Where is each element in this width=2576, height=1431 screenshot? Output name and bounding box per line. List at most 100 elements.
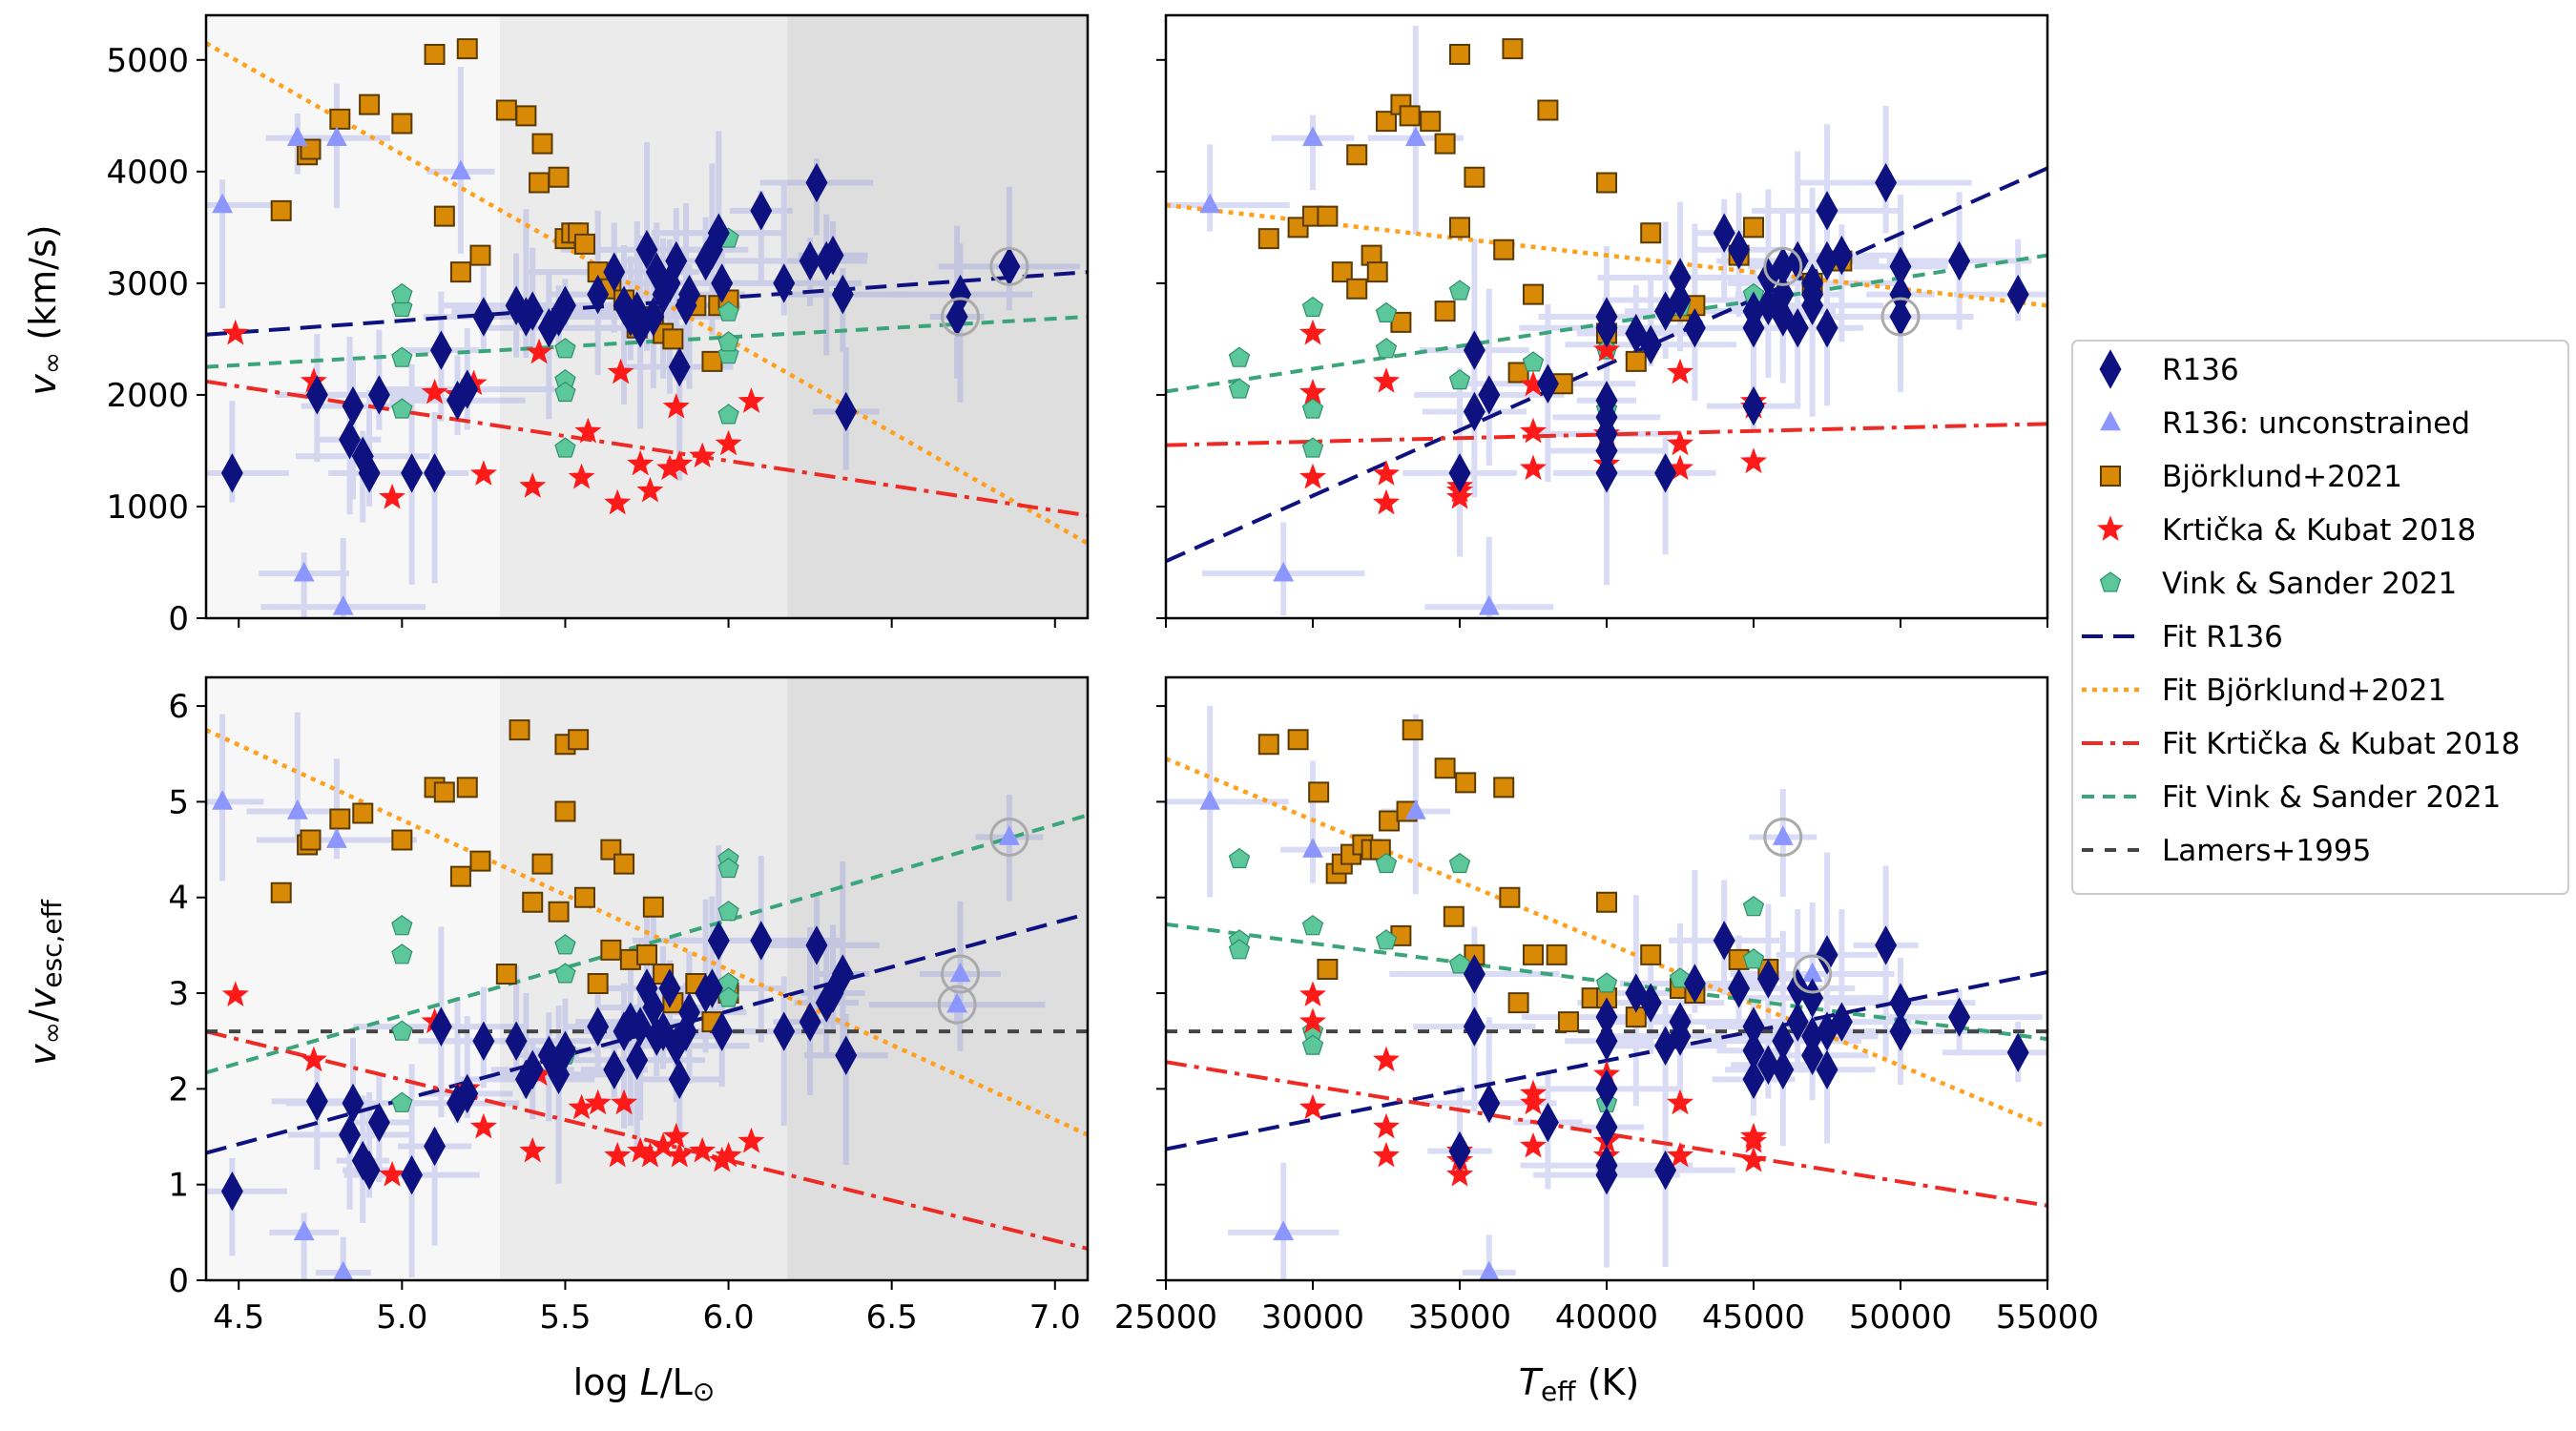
- data-point-r136: [1889, 1011, 1912, 1051]
- data-point-krti-ka-kubat-2018: [469, 460, 497, 486]
- data-point-r136: [668, 1059, 691, 1100]
- data-point-bj-rklund-2021: [1523, 283, 1544, 305]
- data-point-r136-unconstrained: [325, 828, 347, 848]
- data-point-r136: [1742, 385, 1765, 426]
- data-point-krti-ka-kubat-2018: [1519, 1131, 1548, 1158]
- data-point-r136: [1756, 1045, 1779, 1086]
- data-point-r136: [1786, 240, 1809, 281]
- data-point-bj-rklund-2021: [587, 973, 609, 995]
- data-point-r136: [658, 968, 681, 1008]
- data-point-r136: [587, 274, 610, 315]
- data-point-krti-ka-kubat-2018: [1298, 463, 1327, 489]
- data-point-vink-sander-2021: [1448, 280, 1471, 301]
- data-point-vink-sander-2021: [554, 437, 576, 458]
- x-tick-label: 45000: [1702, 1298, 1805, 1337]
- data-point-bj-rklund-2021: [1308, 781, 1330, 803]
- legend-box: [2071, 340, 2569, 895]
- legend: R136 R136: unconstrained Björklund+2021 Krt…: [2071, 340, 2569, 895]
- data-point-krti-ka-kubat-2018: [689, 1136, 717, 1163]
- data-point-r136: [401, 1154, 424, 1195]
- data-point-bj-rklund-2021: [1743, 217, 1764, 238]
- data-point-r136: [472, 1021, 495, 1061]
- data-point-bj-rklund-2021: [391, 829, 413, 851]
- data-point-bj-rklund-2021: [495, 963, 517, 985]
- data-point-bj-rklund-2021: [433, 205, 455, 227]
- data-point-r136: [220, 1171, 243, 1212]
- data-point-r136: [587, 1006, 610, 1047]
- data-point-r136: [831, 954, 854, 994]
- data-point-r136: [1595, 381, 1618, 421]
- data-point-r136: [1595, 297, 1618, 337]
- data-point-r136: [342, 1083, 364, 1124]
- data-point-krti-ka-kubat-2018: [1666, 1141, 1694, 1168]
- data-point-vink-sander-2021: [1301, 915, 1324, 936]
- data-point-r136: [456, 1073, 479, 1114]
- data-point-r136: [1478, 375, 1501, 415]
- data-point-krti-ka-kubat-2018: [604, 488, 632, 515]
- data-point-r136: [1669, 1016, 1692, 1056]
- data-point-r136: [1478, 1083, 1501, 1124]
- data-point-krti-ka-kubat-2018: [737, 387, 765, 413]
- data-point-r136-unconstrained: [1772, 825, 1794, 845]
- axes-frame: [204, 675, 1090, 1282]
- data-point-r136-unconstrained: [212, 790, 234, 810]
- data-point-krti-ka-kubat-2018: [1519, 1089, 1548, 1115]
- data-point-r136: [472, 297, 495, 337]
- data-point-bj-rklund-2021: [1287, 729, 1309, 751]
- fit-line-fit-r136: [206, 270, 1088, 337]
- data-point-r136: [821, 235, 844, 276]
- bottom-ylabel: v∞/vesc,eff: [22, 899, 68, 1065]
- data-point-r136: [553, 285, 576, 326]
- data-point-r136: [358, 453, 381, 493]
- data-point-r136-unconstrained: [1404, 126, 1426, 147]
- data-point-bj-rklund-2021: [600, 939, 622, 961]
- data-point-krti-ka-kubat-2018: [469, 1112, 497, 1139]
- data-point-bj-rklund-2021: [1443, 905, 1465, 927]
- data-point-bj-rklund-2021: [1537, 99, 1559, 121]
- circled-point: [989, 246, 1029, 286]
- data-point-r136: [305, 375, 328, 415]
- data-point-r136: [1756, 959, 1779, 999]
- data-point-bj-rklund-2021: [1366, 261, 1388, 283]
- data-point-r136: [2006, 274, 2029, 315]
- data-point-r136: [456, 369, 479, 409]
- data-point-r136-unconstrained: [1478, 595, 1500, 615]
- data-point-krti-ka-kubat-2018: [1298, 1007, 1327, 1034]
- data-point-bj-rklund-2021: [554, 800, 576, 822]
- data-point-r136-unconstrained: [998, 825, 1020, 845]
- y-tick-label: 0: [168, 600, 189, 638]
- data-point-bj-rklund-2021: [495, 99, 517, 121]
- data-point-vink-sander-2021: [717, 301, 739, 321]
- data-point-r136: [603, 252, 626, 292]
- data-point-r136: [424, 1126, 447, 1167]
- x-tick-label: 6.5: [866, 1298, 918, 1337]
- data-point-bj-rklund-2021: [1502, 38, 1524, 60]
- data-point-bj-rklund-2021: [433, 781, 455, 803]
- data-point-r136: [1889, 983, 1912, 1023]
- data-point-bj-rklund-2021: [701, 350, 723, 372]
- data-point-vink-sander-2021: [1448, 953, 1471, 974]
- data-point-bj-rklund-2021: [270, 881, 292, 903]
- data-point-bj-rklund-2021: [469, 850, 491, 872]
- data-point-vink-sander-2021: [1301, 398, 1324, 419]
- shaded-band: [206, 677, 500, 1280]
- data-point-r136: [1713, 213, 1735, 253]
- data-point-r136: [711, 1011, 734, 1051]
- data-point-krti-ka-kubat-2018: [568, 1093, 595, 1120]
- data-point-krti-ka-kubat-2018: [221, 981, 249, 1006]
- data-point-krti-ka-kubat-2018: [689, 442, 717, 468]
- fit-line-fit-bj-rklund-2021: [206, 728, 1088, 1137]
- y-tick-label: 3: [168, 975, 189, 1013]
- data-point-vink-sander-2021: [391, 944, 413, 964]
- data-point-bj-rklund-2021: [1434, 757, 1456, 779]
- fit-line-fit-bj-rklund-2021: [1166, 757, 2047, 1130]
- data-point-bj-rklund-2021: [456, 38, 478, 60]
- data-point-r136: [1654, 1150, 1677, 1191]
- legend-label: Fit Björklund+2021: [2162, 674, 2446, 708]
- data-point-r136: [339, 420, 362, 460]
- data-point-r136-unconstrained: [293, 561, 315, 582]
- data-point-r136: [1816, 1049, 1839, 1090]
- y-tick-label: 2: [168, 1070, 189, 1109]
- data-point-r136: [1463, 954, 1485, 994]
- data-point-r136: [1816, 307, 1839, 348]
